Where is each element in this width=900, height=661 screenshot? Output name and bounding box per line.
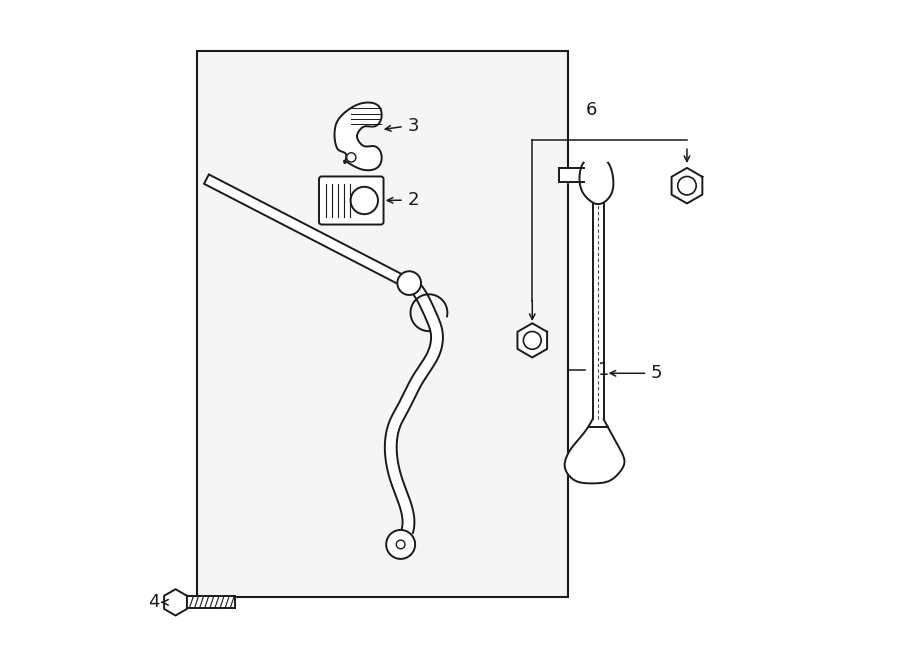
Polygon shape	[580, 163, 614, 204]
Bar	[196, 51, 569, 597]
Text: 3: 3	[407, 118, 418, 136]
Circle shape	[397, 271, 421, 295]
Polygon shape	[564, 419, 625, 483]
Circle shape	[351, 187, 378, 214]
Text: 2: 2	[407, 191, 418, 209]
Circle shape	[524, 331, 541, 349]
Polygon shape	[671, 168, 702, 204]
Polygon shape	[385, 276, 443, 533]
Circle shape	[396, 540, 405, 549]
Polygon shape	[335, 102, 382, 171]
Circle shape	[678, 176, 697, 195]
Text: 5: 5	[651, 364, 662, 382]
Text: 6: 6	[586, 101, 598, 119]
Polygon shape	[204, 175, 406, 286]
Text: 4: 4	[148, 594, 159, 611]
Polygon shape	[518, 323, 547, 358]
Circle shape	[386, 530, 415, 559]
Polygon shape	[164, 589, 187, 615]
Text: 1: 1	[598, 361, 609, 379]
Circle shape	[346, 153, 356, 162]
FancyBboxPatch shape	[319, 176, 383, 225]
